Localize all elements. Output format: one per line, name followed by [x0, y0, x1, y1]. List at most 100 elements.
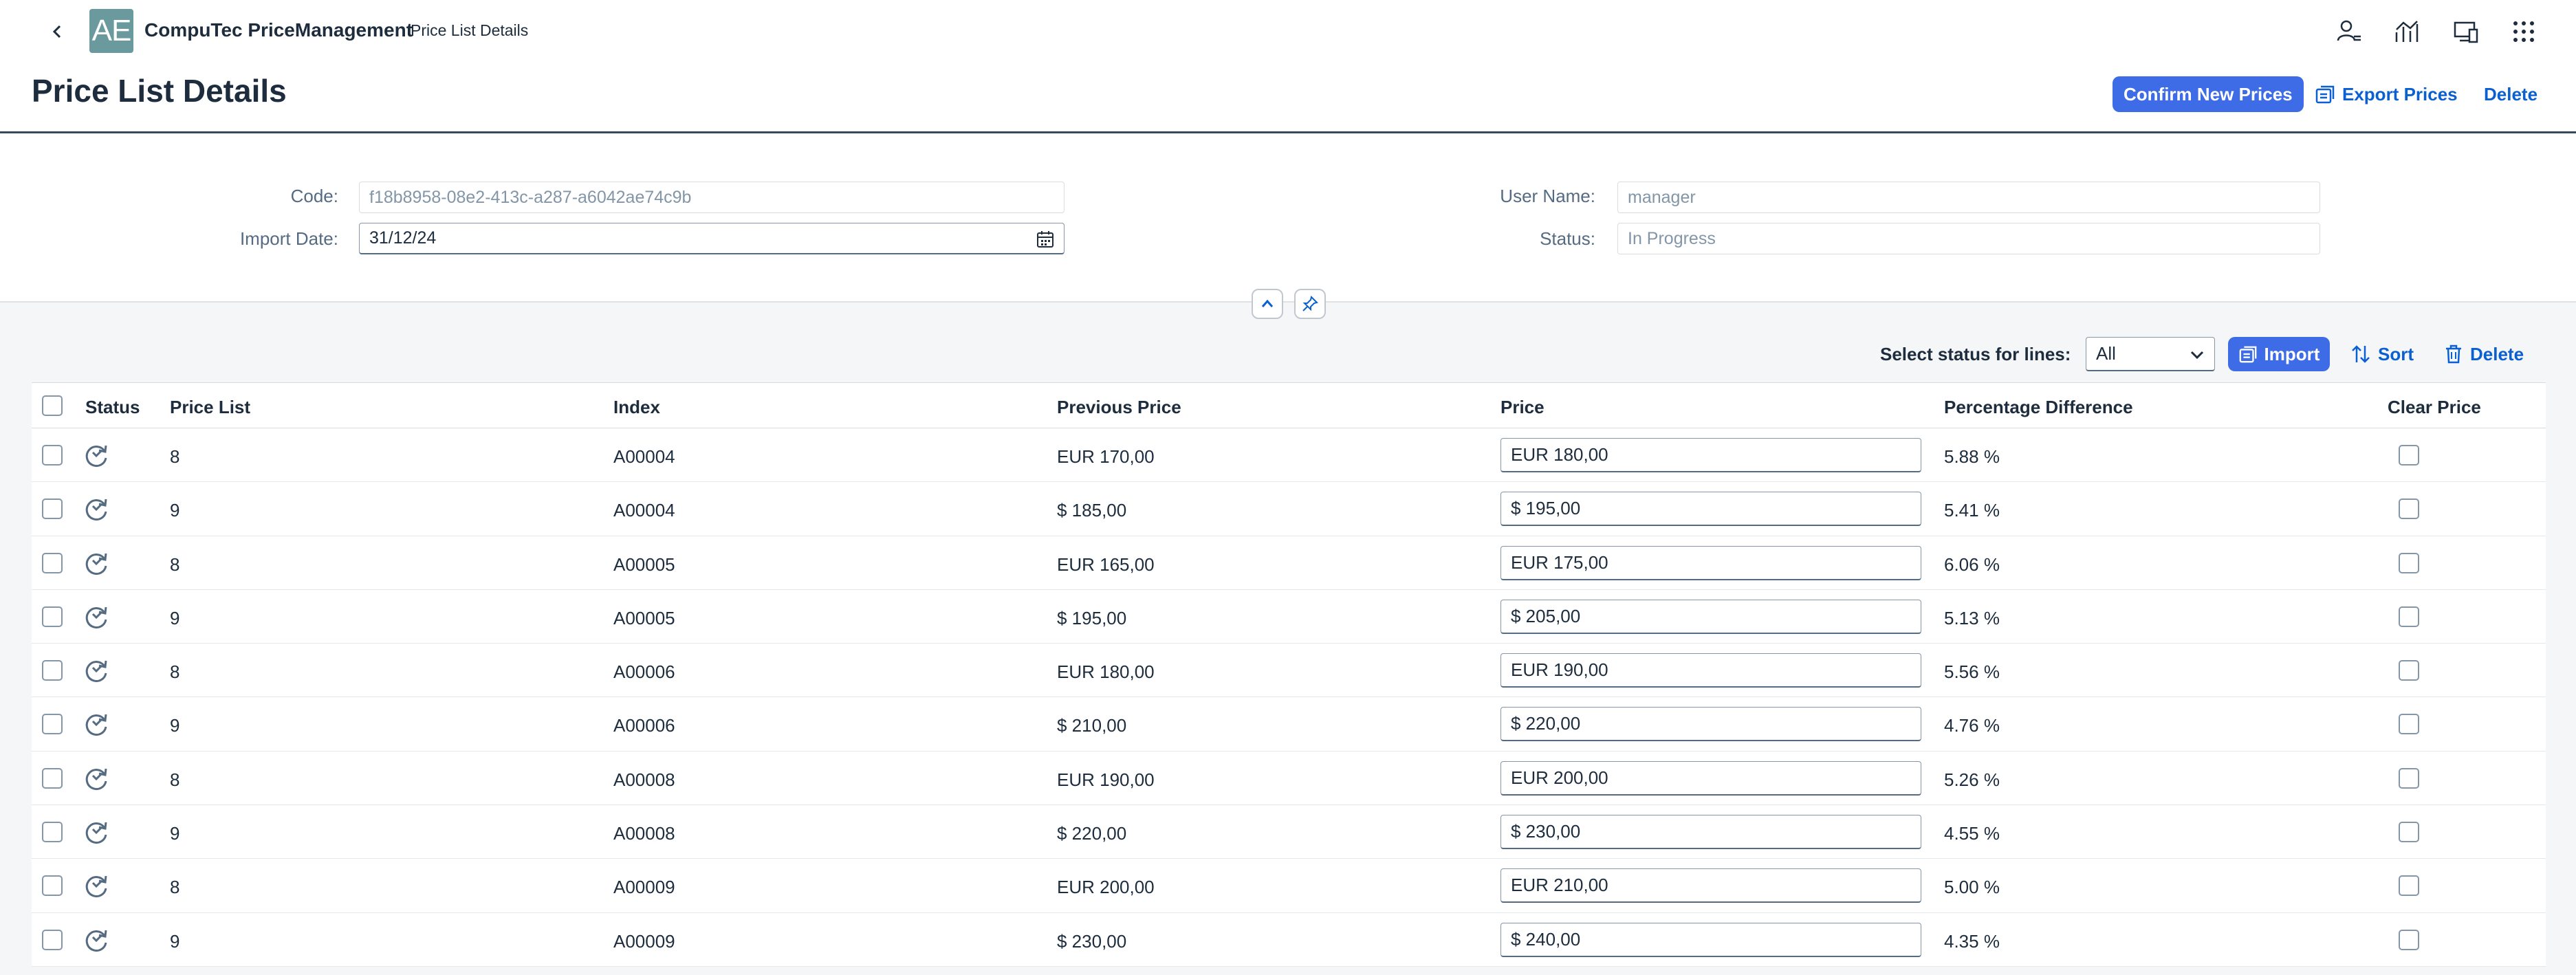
code-label: Code: — [290, 186, 338, 206]
cell-index: A00006 — [613, 661, 675, 683]
price-input[interactable]: $ 240,00 — [1500, 922, 1921, 957]
column-header-price-list[interactable]: Price List — [170, 397, 251, 417]
row-select-checkbox[interactable] — [42, 445, 63, 465]
cell-percentage-difference: 5.26 % — [1944, 769, 2000, 790]
cell-index: A00005 — [613, 607, 675, 628]
clear-price-checkbox[interactable] — [2399, 875, 2419, 897]
row-select-checkbox[interactable] — [42, 660, 63, 681]
app-logo[interactable]: AE — [89, 9, 133, 53]
row-select-checkbox[interactable] — [42, 499, 63, 520]
chevron-left-icon — [52, 25, 61, 39]
collapse-header-button[interactable] — [1252, 289, 1283, 319]
cell-previous-price: EUR 190,00 — [1057, 769, 1155, 790]
chevron-down-icon — [2190, 351, 2204, 360]
table-row[interactable]: 9 A00005 $ 195,00 $ 205,00 5.13 % — [32, 589, 2546, 644]
price-input[interactable]: $ 205,00 — [1500, 599, 1921, 634]
import-date-picker[interactable]: 31/12/24 — [359, 223, 1065, 254]
cell-previous-price: $ 220,00 — [1057, 823, 1127, 844]
pin-icon — [1302, 296, 1318, 311]
table-row[interactable]: 8 A00009 EUR 200,00 EUR 210,00 5.00 % — [32, 859, 2546, 913]
header-form: Code: f18b8958-08e2-413c-a287-a6042ae74c… — [0, 133, 2576, 303]
pin-header-button[interactable] — [1294, 289, 1326, 319]
cell-previous-price: $ 230,00 — [1057, 930, 1127, 952]
clear-price-checkbox[interactable] — [2399, 445, 2419, 465]
row-select-checkbox[interactable] — [42, 552, 63, 573]
price-input[interactable]: $ 220,00 — [1500, 707, 1921, 742]
delete-button[interactable]: Delete — [2484, 83, 2538, 105]
sort-icon — [2352, 345, 2370, 363]
clear-price-checkbox[interactable] — [2399, 552, 2419, 573]
column-header-clear-price[interactable]: Clear Price — [2388, 397, 2481, 417]
shell-bar: AE CompuTec PriceManagement Price List D… — [0, 0, 2576, 67]
table-row[interactable]: 8 A00005 EUR 165,00 EUR 175,00 6.06 % — [32, 536, 2546, 590]
clear-price-checkbox[interactable] — [2399, 929, 2419, 950]
export-prices-button[interactable]: Export Prices — [2315, 76, 2458, 112]
cell-previous-price: EUR 165,00 — [1057, 554, 1155, 575]
cell-percentage-difference: 5.00 % — [1944, 877, 2000, 898]
cell-percentage-difference: 5.88 % — [1944, 446, 2000, 467]
clear-price-checkbox[interactable] — [2399, 499, 2419, 520]
status-filter-select[interactable]: All — [2086, 337, 2215, 371]
delete-lines-button[interactable]: Delete — [2444, 337, 2524, 371]
table-row[interactable]: 9 A00004 $ 185,00 $ 195,00 5.41 % — [32, 482, 2546, 536]
sync-icon — [85, 714, 107, 736]
select-all-checkbox[interactable] — [42, 395, 63, 416]
import-label: Import — [2264, 343, 2320, 364]
row-select-checkbox[interactable] — [42, 875, 63, 897]
column-header-previous-price[interactable]: Previous Price — [1057, 397, 1181, 417]
cell-percentage-difference: 4.55 % — [1944, 823, 2000, 844]
cell-index: A00009 — [613, 877, 675, 898]
import-date-label: Import Date: — [239, 228, 338, 249]
cell-percentage-difference: 6.06 % — [1944, 554, 2000, 575]
price-input[interactable]: EUR 190,00 — [1500, 653, 1921, 688]
price-input[interactable]: EUR 180,00 — [1500, 438, 1921, 472]
table-row[interactable]: 9 A00009 $ 230,00 $ 240,00 4.35 % — [32, 912, 2546, 967]
price-input[interactable]: EUR 200,00 — [1500, 760, 1921, 796]
cell-previous-price: EUR 200,00 — [1057, 877, 1155, 898]
clear-price-checkbox[interactable] — [2399, 660, 2419, 681]
price-input[interactable]: $ 230,00 — [1500, 815, 1921, 850]
sync-icon — [85, 768, 107, 790]
column-header-price[interactable]: Price — [1500, 397, 1544, 417]
devices-icon[interactable] — [2449, 15, 2482, 48]
confirm-new-prices-button[interactable]: Confirm New Prices — [2113, 76, 2304, 112]
column-header-index[interactable]: Index — [613, 397, 660, 417]
cell-price-list: 8 — [170, 446, 180, 467]
cell-index: A00008 — [613, 769, 675, 790]
analytics-icon[interactable] — [2390, 15, 2423, 48]
row-select-checkbox[interactable] — [42, 767, 63, 789]
status-filter-value: All — [2096, 343, 2116, 364]
calendar-icon[interactable] — [1036, 230, 1054, 248]
cell-price-list: 9 — [170, 930, 180, 952]
cell-previous-price: EUR 170,00 — [1057, 446, 1155, 467]
cell-previous-price: $ 185,00 — [1057, 500, 1127, 521]
price-input[interactable]: EUR 210,00 — [1500, 868, 1921, 903]
table-row[interactable]: 8 A00006 EUR 180,00 EUR 190,00 5.56 % — [32, 644, 2546, 698]
clear-price-checkbox[interactable] — [2399, 767, 2419, 789]
table-row[interactable]: 8 A00008 EUR 190,00 EUR 200,00 5.26 % — [32, 751, 2546, 806]
cell-price-list: 9 — [170, 823, 180, 844]
clear-price-checkbox[interactable] — [2399, 714, 2419, 735]
table-row[interactable]: 9 A00006 $ 210,00 $ 220,00 4.76 % — [32, 697, 2546, 752]
user-settings-icon[interactable] — [2333, 15, 2366, 48]
sync-icon — [85, 876, 107, 898]
back-button[interactable] — [43, 17, 73, 47]
row-select-checkbox[interactable] — [42, 714, 63, 735]
table-row[interactable]: 8 A00004 EUR 170,00 EUR 180,00 5.88 % — [32, 428, 2546, 483]
sync-icon — [85, 553, 107, 575]
table-row[interactable]: 9 A00008 $ 220,00 $ 230,00 4.55 % — [32, 805, 2546, 859]
column-header-percentage-difference[interactable]: Percentage Difference — [1944, 397, 2133, 417]
app-grid-icon[interactable] — [2507, 15, 2540, 48]
row-select-checkbox[interactable] — [42, 822, 63, 843]
column-header-status[interactable]: Status — [85, 397, 140, 417]
cell-index: A00005 — [613, 554, 675, 575]
price-input[interactable]: EUR 175,00 — [1500, 545, 1921, 580]
sort-button[interactable]: Sort — [2350, 337, 2414, 371]
clear-price-checkbox[interactable] — [2399, 606, 2419, 627]
import-button[interactable]: Import — [2228, 337, 2330, 371]
price-input[interactable]: $ 195,00 — [1500, 492, 1921, 527]
row-select-checkbox[interactable] — [42, 929, 63, 950]
clear-price-checkbox[interactable] — [2399, 822, 2419, 843]
cell-price-list: 8 — [170, 877, 180, 898]
row-select-checkbox[interactable] — [42, 606, 63, 627]
